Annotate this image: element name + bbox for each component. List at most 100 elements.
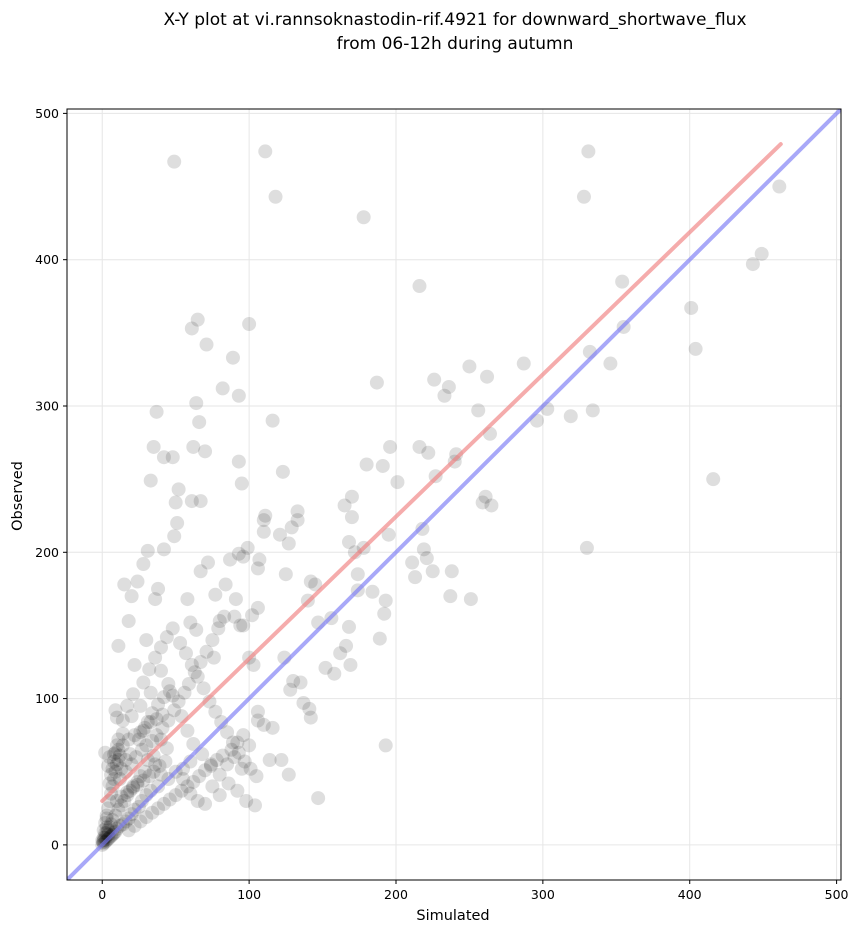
data-point — [168, 495, 183, 510]
data-point — [121, 823, 136, 838]
data-point — [223, 552, 238, 567]
data-point — [245, 608, 260, 623]
data-point — [109, 710, 124, 725]
data-point — [186, 439, 201, 454]
data-point — [96, 833, 111, 848]
data-point — [171, 694, 186, 709]
data-point — [156, 690, 171, 705]
data-point — [120, 788, 135, 803]
data-point — [180, 592, 195, 607]
data-point — [120, 785, 135, 800]
data-point — [256, 717, 271, 732]
data-point — [480, 369, 495, 384]
data-point — [140, 753, 155, 768]
data-point — [193, 494, 208, 509]
data-point — [198, 796, 213, 811]
data-point — [121, 732, 136, 747]
data-point — [603, 356, 618, 371]
data-point — [127, 657, 142, 672]
data-point — [130, 574, 145, 589]
data-point — [343, 657, 358, 672]
data-point — [333, 646, 348, 661]
data-point — [425, 564, 440, 579]
data-point — [189, 396, 204, 411]
data-point — [215, 381, 230, 396]
x-tick-label: 100 — [237, 887, 261, 902]
lines-layer — [67, 109, 841, 880]
data-point — [250, 713, 265, 728]
data-point — [156, 542, 171, 557]
data-point — [181, 676, 196, 691]
data-point — [133, 698, 148, 713]
one-to-one-line — [67, 109, 841, 880]
data-point — [165, 621, 180, 636]
data-point — [378, 738, 393, 753]
data-point — [220, 757, 235, 772]
data-point — [212, 767, 227, 782]
data-point — [237, 754, 252, 769]
plot-frame — [66, 108, 842, 881]
points-layer — [95, 144, 787, 852]
data-point — [117, 793, 132, 808]
data-point — [109, 793, 124, 808]
data-point — [106, 754, 121, 769]
data-point — [412, 279, 427, 294]
data-point — [158, 754, 173, 769]
data-point — [159, 741, 174, 756]
data-point — [99, 820, 114, 835]
data-point — [152, 758, 167, 773]
data-point — [225, 735, 240, 750]
data-point — [153, 640, 168, 655]
data-point — [337, 498, 352, 513]
data-point — [303, 710, 318, 725]
data-point — [167, 154, 182, 169]
data-point — [706, 472, 721, 487]
data-point — [231, 454, 246, 469]
data-point — [106, 747, 121, 762]
data-point — [161, 676, 176, 691]
data-point — [192, 415, 207, 430]
data-point — [131, 732, 146, 747]
data-point — [145, 734, 160, 749]
data-point — [350, 567, 365, 582]
data-point — [296, 695, 311, 710]
data-point — [365, 584, 380, 599]
data-point — [231, 388, 246, 403]
data-point — [108, 703, 123, 718]
data-point — [130, 777, 145, 792]
data-point — [278, 567, 293, 582]
data-point — [281, 767, 296, 782]
data-point — [356, 210, 371, 225]
data-point — [344, 510, 359, 525]
data-point — [311, 791, 326, 806]
data-point — [437, 388, 452, 403]
data-point — [220, 725, 235, 740]
data-point — [412, 439, 427, 454]
data-point — [173, 635, 188, 650]
data-point — [148, 592, 163, 607]
data-point — [142, 769, 157, 784]
data-point — [186, 774, 201, 789]
data-point — [212, 788, 227, 803]
data-point — [127, 818, 142, 833]
data-point — [123, 783, 138, 798]
data-point — [339, 638, 354, 653]
data-point — [126, 779, 141, 794]
data-point — [127, 802, 142, 817]
data-point — [449, 447, 464, 462]
data-point — [378, 593, 393, 608]
data-point — [234, 476, 249, 491]
data-point — [156, 796, 171, 811]
data-point — [112, 748, 127, 763]
data-point — [283, 682, 298, 697]
ticks-layer: 0 100 200 300 400 500 0 100 200 300 400 500 — [35, 106, 848, 902]
data-point — [102, 820, 117, 835]
data-point — [99, 811, 114, 826]
data-point — [206, 650, 221, 665]
data-point — [281, 536, 296, 551]
data-point — [252, 552, 267, 567]
data-point — [162, 792, 177, 807]
data-point — [98, 745, 113, 760]
data-point — [109, 757, 124, 772]
data-point — [120, 698, 135, 713]
